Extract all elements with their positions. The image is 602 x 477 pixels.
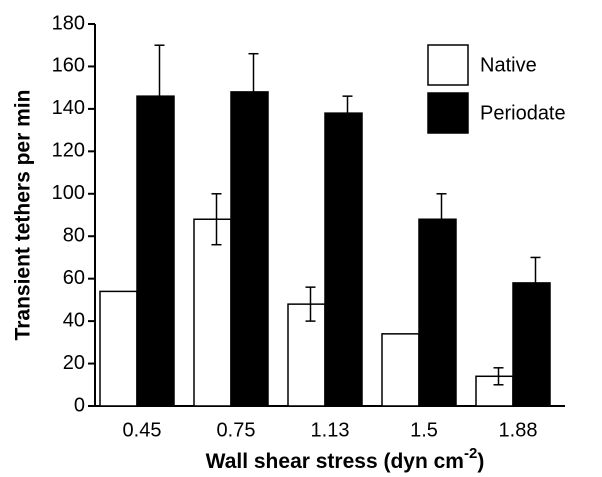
x-tick-label: 0.75 [217,419,256,441]
legend-swatch [427,44,469,86]
bar [475,375,514,407]
legend-label: Periodate [480,102,566,124]
x-axis-title: Wall shear stress (dyn cm-2) [206,445,485,473]
legend-label: Native [480,54,537,76]
y-tick-label: 120 [52,140,85,162]
bar [324,112,363,407]
y-tick-label: 140 [52,97,85,119]
y-tick-label: 0 [74,394,85,416]
x-tick-label: 1.88 [499,419,538,441]
x-tick-label: 1.13 [311,419,350,441]
x-axis-title-sup: -2 [464,445,477,462]
y-tick-label: 180 [52,12,85,34]
x-axis-title-text: Wall shear stress (dyn cm [206,450,464,473]
legend-swatch [427,92,469,134]
bar [193,218,232,407]
y-tick-label: 100 [52,182,85,204]
x-tick-label: 0.45 [123,419,162,441]
y-tick-label: 60 [63,267,85,289]
bar [99,290,138,407]
y-tick-label: 160 [52,55,85,77]
bar [418,218,457,407]
bar [136,95,175,407]
y-tick-label: 80 [63,225,85,247]
x-axis-title-suffix: ) [477,450,484,473]
bar [381,333,420,407]
y-tick-label: 20 [63,352,85,374]
bar [287,303,326,407]
y-axis-title: Transient tethers per min [12,90,35,341]
x-tick-label: 1.5 [410,419,438,441]
bar [512,282,551,407]
bar [230,91,269,407]
y-tick-label: 40 [63,309,85,331]
